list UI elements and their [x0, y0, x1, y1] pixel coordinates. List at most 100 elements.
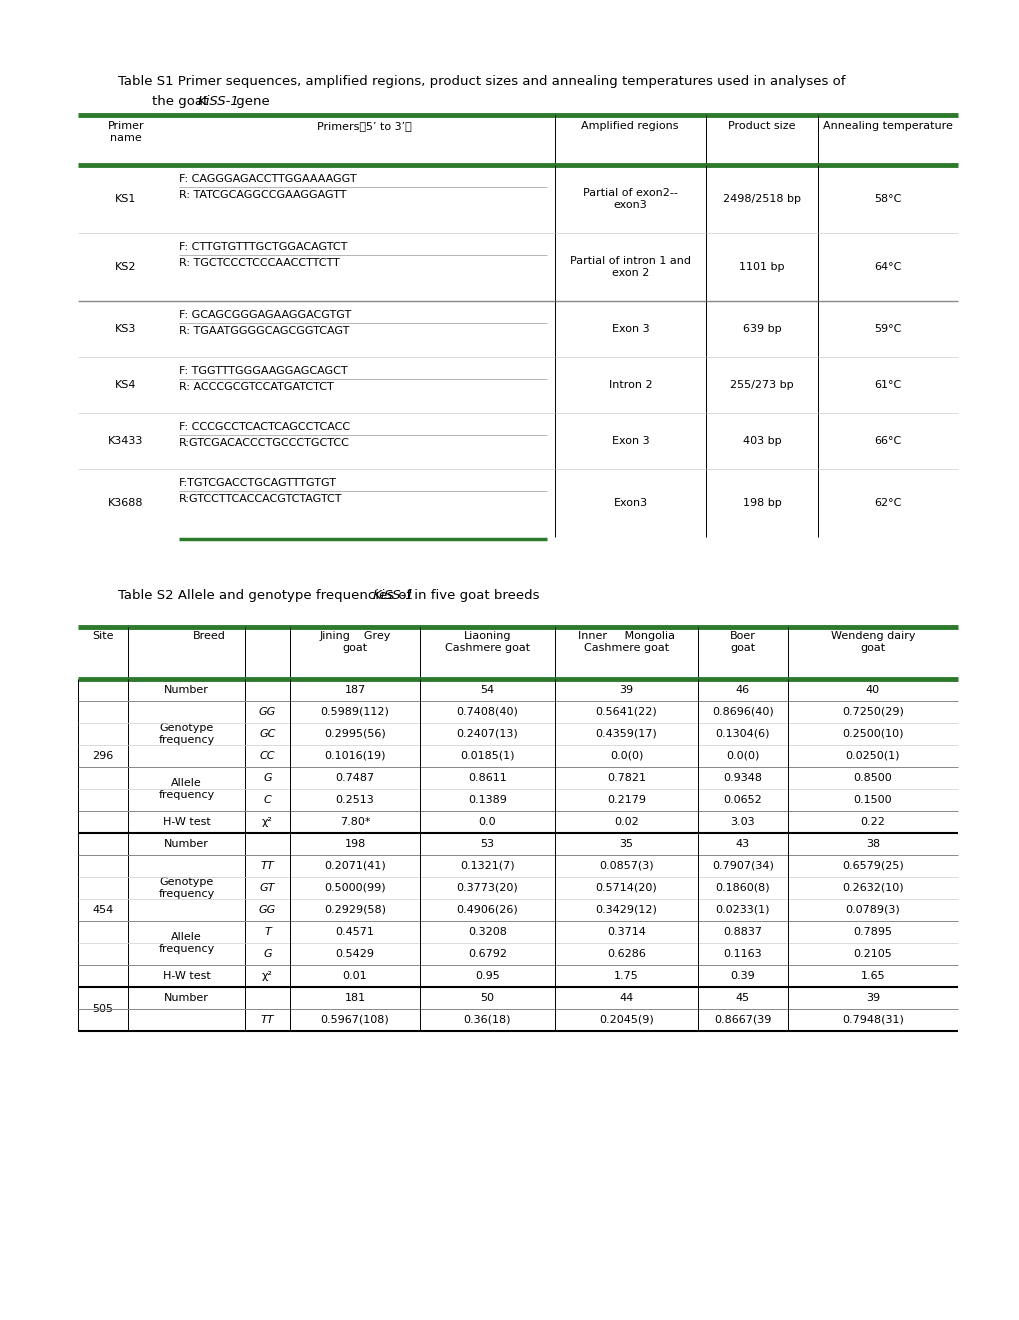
Text: KS3: KS3: [115, 323, 137, 334]
Text: 187: 187: [344, 685, 365, 696]
Text: 3.03: 3.03: [730, 817, 755, 828]
Text: 1.65: 1.65: [860, 972, 884, 981]
Text: 39: 39: [619, 685, 633, 696]
Text: GT: GT: [260, 883, 275, 894]
Text: 0.1389: 0.1389: [468, 795, 506, 805]
Text: 0.36(18): 0.36(18): [464, 1015, 511, 1026]
Text: KiSS-1: KiSS-1: [198, 95, 239, 108]
Text: χ²: χ²: [262, 972, 273, 981]
Text: in five goat breeds: in five goat breeds: [410, 589, 539, 602]
Text: 0.39: 0.39: [730, 972, 755, 981]
Text: KS2: KS2: [115, 261, 137, 272]
Text: 0.2500(10): 0.2500(10): [842, 729, 903, 739]
Text: Exon 3: Exon 3: [611, 436, 649, 446]
Text: Genotype
frequency: Genotype frequency: [158, 878, 214, 899]
Text: 639 bp: 639 bp: [742, 323, 781, 334]
Text: 0.8611: 0.8611: [468, 774, 506, 783]
Text: 0.1500: 0.1500: [853, 795, 892, 805]
Text: 0.8500: 0.8500: [853, 774, 892, 783]
Text: 0.6579(25): 0.6579(25): [842, 861, 903, 871]
Text: Exon3: Exon3: [612, 498, 647, 508]
Text: 2498/2518 bp: 2498/2518 bp: [722, 194, 800, 205]
Text: 40: 40: [865, 685, 879, 696]
Text: Allele
frequency: Allele frequency: [158, 932, 214, 954]
Text: Amplified regions: Amplified regions: [581, 121, 678, 131]
Text: 44: 44: [619, 993, 633, 1003]
Text: 0.5641(22): 0.5641(22): [595, 708, 656, 717]
Text: Allele
frequency: Allele frequency: [158, 779, 214, 800]
Text: GC: GC: [259, 729, 275, 739]
Text: Primers（5’ to 3’）: Primers（5’ to 3’）: [316, 121, 411, 131]
Text: R: TGAATGGGGCAGCGGTCAGT: R: TGAATGGGGCAGCGGTCAGT: [178, 326, 350, 337]
Text: 0.8837: 0.8837: [722, 927, 762, 937]
Text: 0.6792: 0.6792: [468, 949, 506, 960]
Text: F: TGGTTTGGGAAGGAGCAGCT: F: TGGTTTGGGAAGGAGCAGCT: [178, 366, 347, 376]
Text: 0.0(0): 0.0(0): [609, 751, 643, 762]
Text: 0.5714(20): 0.5714(20): [595, 883, 656, 894]
Text: 53: 53: [480, 840, 494, 849]
Text: F: CCCGCCTCACTCAGCCTCACC: F: CCCGCCTCACTCAGCCTCACC: [178, 422, 350, 432]
Text: 0.95: 0.95: [475, 972, 499, 981]
Text: 0.0652: 0.0652: [722, 795, 761, 805]
Text: 0.0857(3): 0.0857(3): [598, 861, 653, 871]
Text: 0.6286: 0.6286: [606, 949, 645, 960]
Text: Liaoning
Cashmere goat: Liaoning Cashmere goat: [444, 631, 530, 652]
Text: 1.75: 1.75: [613, 972, 638, 981]
Text: 0.01: 0.01: [342, 972, 367, 981]
Text: 7.80*: 7.80*: [339, 817, 370, 828]
Text: 0.5000(99): 0.5000(99): [324, 883, 385, 894]
Text: KS4: KS4: [115, 380, 137, 389]
Text: 0.1304(6): 0.1304(6): [715, 729, 769, 739]
Text: 0.5967(108): 0.5967(108): [320, 1015, 389, 1026]
Text: G: G: [263, 774, 271, 783]
Text: Product size: Product size: [728, 121, 795, 131]
Text: 45: 45: [736, 993, 749, 1003]
Text: C: C: [263, 795, 271, 805]
Text: 62°C: 62°C: [873, 498, 901, 508]
Text: 0.0233(1): 0.0233(1): [715, 906, 769, 915]
Text: 0.0: 0.0: [478, 817, 496, 828]
Text: 0.2929(58): 0.2929(58): [324, 906, 385, 915]
Text: 59°C: 59°C: [873, 323, 901, 334]
Text: 0.5429: 0.5429: [335, 949, 374, 960]
Text: 0.7948(31): 0.7948(31): [842, 1015, 903, 1026]
Text: Jining    Grey
goat: Jining Grey goat: [319, 631, 390, 652]
Text: 0.02: 0.02: [613, 817, 638, 828]
Text: Number: Number: [164, 993, 209, 1003]
Text: 46: 46: [736, 685, 749, 696]
Text: 454: 454: [93, 906, 113, 915]
Text: 0.1860(8): 0.1860(8): [715, 883, 769, 894]
Text: R: TGCTCCCTCCCAACCTTCTT: R: TGCTCCCTCCCAACCTTCTT: [178, 257, 339, 268]
Text: 0.0185(1): 0.0185(1): [460, 751, 515, 762]
Text: the goat: the goat: [152, 95, 212, 108]
Text: Partial of intron 1 and
exon 2: Partial of intron 1 and exon 2: [570, 256, 690, 277]
Text: KS1: KS1: [115, 194, 137, 205]
Text: 61°C: 61°C: [873, 380, 901, 389]
Text: 0.1016(19): 0.1016(19): [324, 751, 385, 762]
Text: Inner     Mongolia
Cashmere goat: Inner Mongolia Cashmere goat: [578, 631, 675, 652]
Text: 505: 505: [93, 1005, 113, 1014]
Text: R: ACCCGCGTCCATGATCTCT: R: ACCCGCGTCCATGATCTCT: [178, 381, 333, 392]
Text: 0.3714: 0.3714: [606, 927, 645, 937]
Text: Number: Number: [164, 840, 209, 849]
Text: 43: 43: [736, 840, 749, 849]
Text: Partial of exon2--
exon3: Partial of exon2-- exon3: [583, 189, 678, 210]
Text: 255/273 bp: 255/273 bp: [730, 380, 793, 389]
Text: H-W test: H-W test: [162, 817, 210, 828]
Text: KiSS-1: KiSS-1: [373, 589, 415, 602]
Text: 0.4906(26): 0.4906(26): [457, 906, 518, 915]
Text: 0.3429(12): 0.3429(12): [595, 906, 657, 915]
Text: 54: 54: [480, 685, 494, 696]
Text: 0.1321(7): 0.1321(7): [460, 861, 515, 871]
Text: χ²: χ²: [262, 817, 273, 828]
Text: 0.2179: 0.2179: [606, 795, 645, 805]
Text: Exon 3: Exon 3: [611, 323, 649, 334]
Text: 0.7408(40): 0.7408(40): [457, 708, 518, 717]
Text: Genotype
frequency: Genotype frequency: [158, 723, 214, 744]
Text: gene: gene: [231, 95, 269, 108]
Text: 0.2995(56): 0.2995(56): [324, 729, 385, 739]
Text: Boer
goat: Boer goat: [730, 631, 755, 652]
Text: 0.1163: 0.1163: [722, 949, 761, 960]
Text: F: CTTGTGTTTGCTGGACAGTCT: F: CTTGTGTTTGCTGGACAGTCT: [178, 242, 347, 252]
Text: 181: 181: [344, 993, 365, 1003]
